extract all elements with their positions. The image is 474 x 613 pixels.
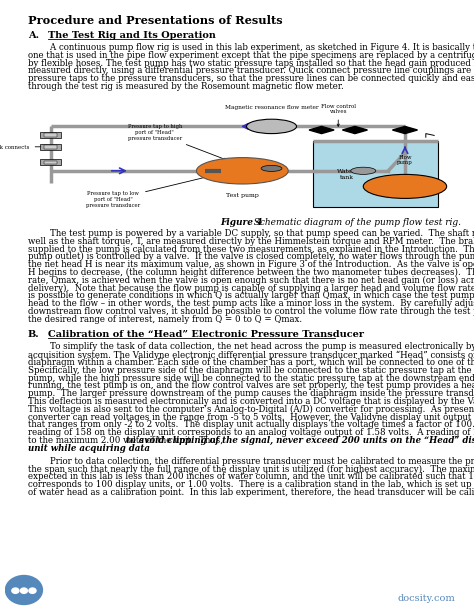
Text: measured directly, using a differential pressure transducer. Quick connect press: measured directly, using a differential … [28,66,474,75]
Text: This deflection is measured electronically and is converted into a DC voltage th: This deflection is measured electronical… [28,397,474,406]
Text: the desired range of interest, namely from Q = 0 to Q = Qmax.: the desired range of interest, namely fr… [28,314,302,324]
Text: Flow control
valves: Flow control valves [321,104,356,126]
Text: Flow
pump: Flow pump [397,154,413,166]
Polygon shape [309,126,334,134]
Text: of water head as a calibration point.  In this lab experiment, therefore, the he: of water head as a calibration point. In… [28,488,474,497]
Text: Prior to data collection, the differential pressure transducer must be calibrate: Prior to data collection, the differenti… [28,457,474,466]
Text: the span such that nearly the full range of the display unit is utilized (for hi: the span such that nearly the full range… [28,465,474,473]
Text: to the maximum 2.00 volts of the unit.  Thus,: to the maximum 2.00 volts of the unit. T… [28,436,226,445]
Text: Calibration of the “Head” Electronic Pressure Transducer: Calibration of the “Head” Electronic Pre… [48,330,364,340]
Text: . Schematic diagram of the pump flow test rig.: . Schematic diagram of the pump flow tes… [248,218,461,227]
Text: docsity.com: docsity.com [397,594,455,603]
Text: rate, Qmax, is achieved when the valve is open enough such that there is no net : rate, Qmax, is achieved when the valve i… [28,276,474,284]
Text: that ranges from only -2 to 2 volts.  The display unit actually displays the vol: that ranges from only -2 to 2 volts. The… [28,421,474,429]
Circle shape [351,167,376,175]
Text: acquisition system. The Validyne electronic differential pressure transducer mar: acquisition system. The Validyne electro… [28,350,474,360]
Circle shape [246,119,297,134]
Text: is possible to generate conditions in which Q is actually larger than Qmax, in w: is possible to generate conditions in wh… [28,291,474,300]
Text: Water
tank: Water tank [337,169,356,180]
Circle shape [5,575,43,605]
Text: one that is used in the pipe flow experiment except that the pipe specimens are : one that is used in the pipe flow experi… [28,51,474,60]
Text: by flexible hoses. The test pump has two static pressure taps installed so that : by flexible hoses. The test pump has two… [28,59,474,67]
Bar [313,141,438,207]
Circle shape [28,587,36,594]
Text: through the test rig is measured by the Rosemount magnetic flow meter.: through the test rig is measured by the … [28,82,344,91]
Bar [40,159,61,166]
Bar [40,132,61,138]
Text: corresponds to 100 display units, or 1.00 volts.  There is a calibration stand i: corresponds to 100 display units, or 1.0… [28,480,474,489]
Text: head to the flow – in other words, the test pump acts like a minor loss in the s: head to the flow – in other words, the t… [28,299,474,308]
Text: expected in this lab is less than 200 inches of water column, and the unit will : expected in this lab is less than 200 in… [28,472,474,481]
Bar [44,161,57,164]
Text: Procedure and Presentations of Results: Procedure and Presentations of Results [28,15,283,26]
Text: A continuous pump flow rig is used in this lab experiment, as sketched in Figure: A continuous pump flow rig is used in th… [28,43,474,52]
Text: supplied to the pump is calculated from these two measurements, as explained in : supplied to the pump is calculated from … [28,245,474,254]
Circle shape [363,175,447,199]
Text: delivery).  Note that because the flow pump is capable of supplying a larger hea: delivery). Note that because the flow pu… [28,283,474,292]
Text: Test pump: Test pump [226,194,259,199]
Text: converter can read voltages in the range from -5 to 5 volts.  However, the Valid: converter can read voltages in the range… [28,413,474,422]
Text: To simplify the task of data collection, the net head across the pump is measure: To simplify the task of data collection,… [28,343,474,351]
Bar [40,144,61,150]
Text: well as the shaft torque, T, are measured directly by the Himmelstein torque and: well as the shaft torque, T, are measure… [28,237,474,246]
Bar [44,133,57,137]
Text: Pressure tap to low
port of "Head"
pressure transducer: Pressure tap to low port of "Head" press… [86,175,214,208]
Circle shape [11,587,19,594]
Text: the net head H is near its maximum value, as shown in Figure 3 of the Introducti: the net head H is near its maximum value… [28,260,474,269]
Text: The Test Rig and Its Operation: The Test Rig and Its Operation [48,31,216,40]
Circle shape [196,158,288,184]
Circle shape [261,166,282,172]
Text: A.: A. [28,31,39,40]
Text: B.: B. [28,330,40,340]
Circle shape [19,587,28,594]
Text: Specifically, the low pressure side of the diaphragm will be connected to the st: Specifically, the low pressure side of t… [28,366,474,375]
Polygon shape [342,126,367,134]
Text: to avoid clipping of the signal, never exceed 200 units on the “Head” display: to avoid clipping of the signal, never e… [127,436,474,445]
Text: diaphragm within a chamber. Each side of the chamber has a port, which will be c: diaphragm within a chamber. Each side of… [28,358,474,367]
Text: Pressure tap to high
port of "Head"
pressure transducer: Pressure tap to high port of "Head" pres… [128,124,227,160]
Text: reading of 158 on the display unit corresponds to an analog voltage output of 1.: reading of 158 on the display unit corre… [28,428,474,437]
Text: .: . [82,444,84,453]
Text: pump.  The larger pressure downstream of the pump causes the diaphragm inside th: pump. The larger pressure downstream of … [28,389,474,398]
Text: Quick connects: Quick connects [0,144,49,150]
Text: running, the test pump is on, and the flow control valves are set properly, the : running, the test pump is on, and the fl… [28,381,474,390]
Text: pump outlet) is controlled by a valve.  If the valve is closed completely, no wa: pump outlet) is controlled by a valve. I… [28,252,474,261]
Text: unit while acquiring data: unit while acquiring data [28,444,150,453]
Bar [44,145,57,148]
Text: pump, while the high pressure side will be connected to the static pressure tap : pump, while the high pressure side will … [28,373,474,383]
Text: Figure 4: Figure 4 [220,218,263,227]
Text: pressure taps to the pressure transducers, so that the pressure lines can be con: pressure taps to the pressure transducer… [28,74,474,83]
Text: downstream flow control valves, it should be possible to control the volume flow: downstream flow control valves, it shoul… [28,306,474,316]
Text: The test pump is powered by a variable DC supply, so that pump speed can be vari: The test pump is powered by a variable D… [28,229,474,238]
Polygon shape [392,126,418,134]
Text: H begins to decrease, (the column height difference between the two manometer tu: H begins to decrease, (the column height… [28,268,474,277]
Text: Magnetic resonance flow meter: Magnetic resonance flow meter [225,105,319,110]
Text: This voltage is also sent to the computer’s Analog-to-Digital (A/D) converter fo: This voltage is also sent to the compute… [28,405,474,414]
